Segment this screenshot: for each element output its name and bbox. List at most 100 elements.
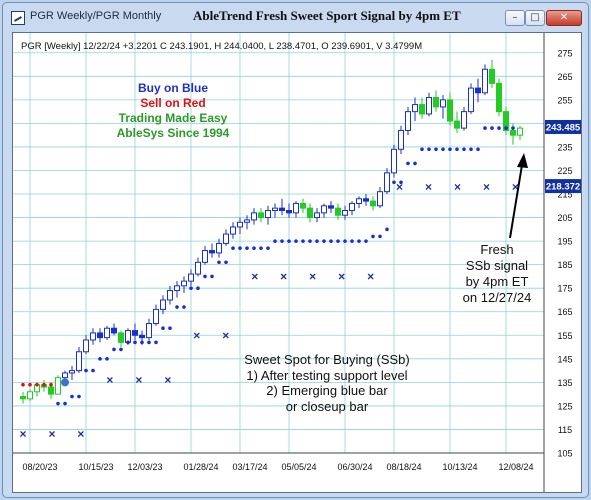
support-dot	[308, 239, 312, 243]
axis-labels: 105 115 125 135 145 155 165 175 185 195 205 215 225 2…	[22, 48, 572, 472]
candle-body	[447, 99, 453, 122]
signal-x-marker: ×	[338, 269, 345, 283]
close-button[interactable]: ✕	[546, 10, 582, 26]
candle-body	[111, 327, 117, 334]
candle-body	[76, 351, 82, 372]
y-tick-label: 235	[557, 142, 572, 152]
y-tick-label: 215	[557, 190, 572, 200]
support-dot	[77, 394, 81, 399]
candle-body	[440, 99, 446, 108]
x-tick-label: 06/30/24	[337, 462, 372, 472]
signal-circle-marker	[61, 378, 69, 387]
support-dot	[287, 239, 291, 243]
candle-body	[244, 219, 250, 223]
signal-x-marker: ×	[19, 427, 26, 441]
candle-body	[496, 82, 502, 113]
candle-body	[146, 323, 152, 339]
candle-body	[153, 308, 159, 325]
support-dot	[329, 239, 333, 243]
signal-x-marker: ×	[193, 328, 200, 342]
candle-body	[265, 210, 271, 219]
support-dot	[217, 260, 221, 265]
support-dot	[112, 347, 116, 352]
candle-body	[314, 212, 320, 219]
candle-body	[237, 221, 243, 228]
sweet-spot-line: 2) Emerging blue bar	[266, 383, 388, 398]
signal-x-marker: ×	[48, 427, 55, 441]
candle-body	[20, 395, 26, 400]
signal-callout: Fresh SSb signal by 4pm ET on 12/27/24	[463, 242, 532, 305]
candle-body	[174, 285, 180, 292]
candle-body	[328, 205, 334, 209]
support-dot	[189, 286, 193, 290]
candle-body	[321, 205, 327, 214]
signal-x-marker: ×	[396, 180, 403, 194]
title-bar[interactable]: PGR Weekly/PGR Monthly AbleTrend Fresh S…	[3, 3, 588, 31]
candle-body	[258, 212, 264, 219]
support-dot	[84, 368, 88, 373]
y-tick-label: 225	[557, 166, 572, 176]
promo-line: Buy on Blue	[138, 81, 208, 95]
support-dot	[28, 382, 32, 387]
support-dot	[56, 401, 60, 406]
callout-line: SSb signal	[466, 258, 528, 273]
promo-text: Buy on Blue Sell on Red Trading Made Eas…	[117, 81, 230, 140]
candle-body	[461, 111, 467, 129]
current-price-label: 243.485	[545, 119, 581, 134]
support-dot	[161, 326, 165, 331]
callout-line: on 12/27/24	[463, 290, 532, 305]
chart-app-icon	[11, 11, 25, 25]
support-dot	[294, 239, 298, 243]
candle-body	[160, 299, 166, 310]
candle-body	[272, 207, 278, 212]
candle-body	[279, 207, 285, 212]
signal-x-marker: ×	[483, 180, 490, 194]
x-markers-layer: × × × × × × × × × × × × × × × × × ×	[19, 180, 518, 441]
candle-body	[230, 226, 236, 235]
promo-line: AbleSys Since 1994	[117, 126, 230, 140]
candle-body	[405, 111, 411, 131]
support-dot	[511, 126, 515, 130]
callout-arrowhead	[517, 153, 528, 168]
y-tick-label: 115	[558, 425, 572, 435]
support-dot	[273, 239, 277, 243]
support-dot	[406, 161, 410, 166]
price-chart[interactable]: × × × × × × × × × × × × × × × × × × 105 115 125 135 145 155 165…	[13, 33, 581, 492]
sweet-spot-line: or closeup bar	[286, 399, 369, 414]
signal-x-marker: ×	[512, 180, 519, 194]
support-dot	[350, 239, 354, 243]
candle-body	[118, 332, 124, 343]
y-tick-label: 195	[557, 237, 572, 247]
symbol-tab-label[interactable]: PGR Weekly/PGR Monthly	[30, 10, 162, 22]
candle-body	[468, 87, 474, 113]
candles-layer	[20, 59, 523, 404]
support-dot	[301, 239, 305, 243]
support-dot	[196, 286, 200, 290]
maximize-button[interactable]: □	[525, 10, 545, 26]
candle-body	[419, 104, 425, 115]
y-tick-label: 155	[557, 331, 572, 341]
chart-area[interactable]: × × × × × × × × × × × × × × × × × × 105 115 125 135 145 155 165…	[12, 32, 582, 493]
candle-body	[349, 202, 355, 212]
support-dot	[203, 274, 207, 279]
minimize-button[interactable]: –	[505, 10, 525, 26]
signal-x-marker: ×	[367, 269, 374, 283]
support-dot	[168, 326, 172, 331]
y-tick-label: 145	[557, 354, 572, 364]
signal-x-marker: ×	[106, 373, 113, 387]
candle-body	[69, 370, 75, 374]
candle-body	[55, 377, 61, 395]
x-tick-label: 03/17/24	[232, 462, 267, 472]
candle-body	[335, 207, 341, 216]
y-axis-panel	[544, 33, 581, 492]
candle-body	[202, 250, 208, 263]
signal-x-marker: ×	[309, 269, 316, 283]
support-dot	[266, 246, 270, 250]
candle-body	[251, 212, 257, 221]
support-dot	[182, 305, 186, 309]
signal-x-marker: ×	[251, 269, 258, 283]
support-dot	[497, 126, 501, 130]
x-tick-label: 08/20/23	[22, 462, 57, 472]
candle-body	[27, 391, 33, 400]
candle-body	[398, 129, 404, 150]
